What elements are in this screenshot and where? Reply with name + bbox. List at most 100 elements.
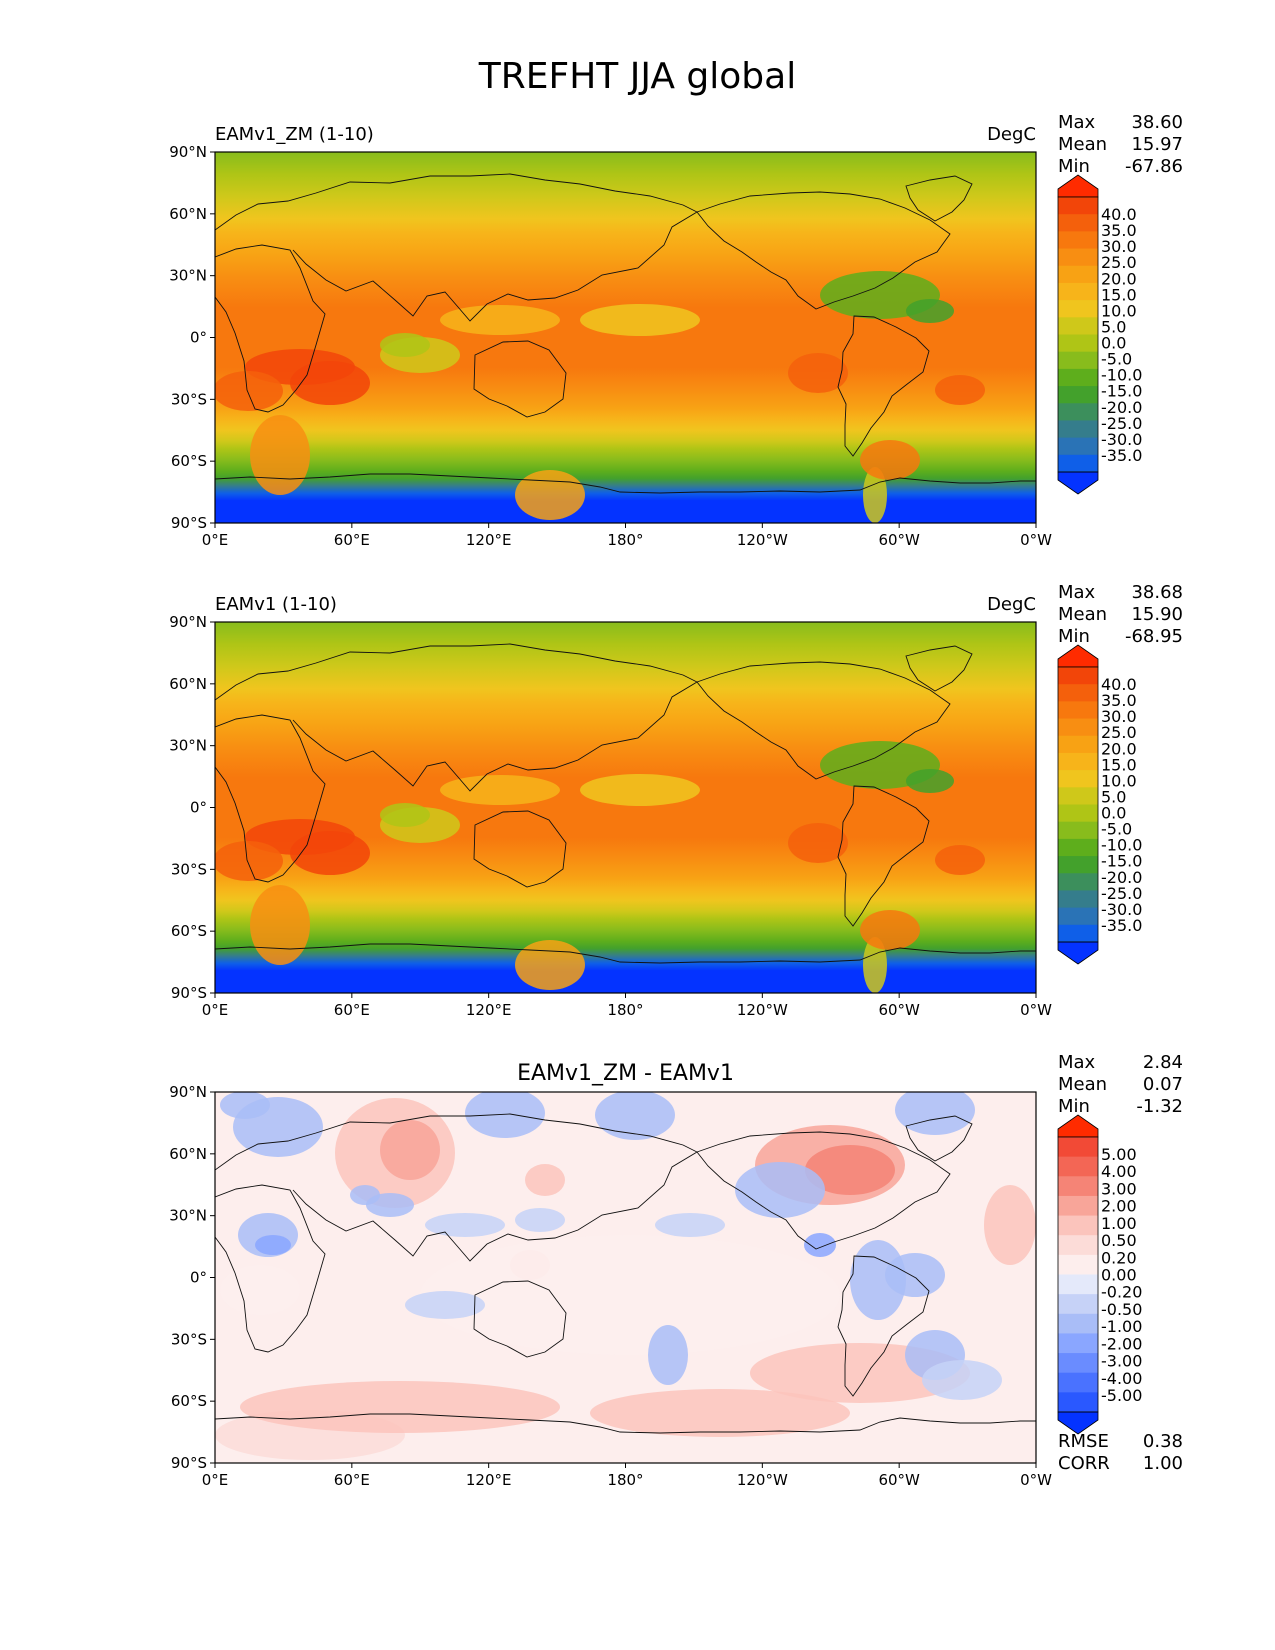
coastline <box>473 1280 567 1358</box>
panel-model-reference: 0°E 60°E 120°E 180° 120°W 60°W 0°W 90°N 60°N 30°N… <box>0 585 1275 1055</box>
colorbar-segment <box>1058 368 1098 387</box>
field-anomaly <box>788 823 848 863</box>
colorbar-segment <box>1058 300 1098 318</box>
colorbar-segment <box>1058 924 1098 943</box>
panel-left-title: EAMv1 (1-10) <box>215 594 337 615</box>
colorbar-segment <box>1058 1313 1098 1334</box>
figure-title: TREFHT JJA global <box>478 56 797 97</box>
field-anomaly <box>655 1213 725 1237</box>
colorbar-segment <box>1058 856 1098 874</box>
coastline <box>215 643 698 792</box>
x-tick-label: 0°E <box>202 1001 229 1019</box>
colorbar-segment <box>1058 420 1098 439</box>
y-tick-label: 0° <box>190 799 207 817</box>
field-anomaly <box>885 1253 945 1297</box>
field-anomaly <box>648 1325 688 1385</box>
colorbar-label: -30.0 <box>1101 430 1142 449</box>
colorbar-label: -15.0 <box>1101 382 1142 401</box>
colorbar-segment <box>1058 1392 1098 1413</box>
colorbar-label: -10.0 <box>1101 366 1142 385</box>
field-anomaly <box>515 1208 565 1232</box>
stat-label: Max <box>1058 1055 1096 1073</box>
colorbar-label: 35.0 <box>1101 691 1137 710</box>
x-tick-label: 60°W <box>878 1471 920 1489</box>
colorbar-label: 20.0 <box>1101 269 1137 288</box>
colorbar-label: 40.0 <box>1101 675 1137 694</box>
field-anomaly <box>895 1092 975 1135</box>
colorbar-segment <box>1058 804 1098 823</box>
colorbar-label: 0.00 <box>1101 1266 1137 1285</box>
coastlines <box>215 173 1036 494</box>
field-anomaly <box>240 1381 560 1433</box>
x-tick-label: 0°W <box>1020 1471 1052 1489</box>
coastline <box>215 1184 326 1353</box>
field-anomaly <box>440 775 560 805</box>
colorbar-segment <box>1058 752 1098 771</box>
x-tick-label: 120°W <box>737 531 788 549</box>
colorbar-label: 40.0 <box>1101 205 1137 224</box>
y-tick-label: 90°N <box>169 143 207 161</box>
colorbar-segment <box>1058 838 1098 857</box>
field-anomaly <box>580 774 700 806</box>
coastline <box>905 645 973 692</box>
stat-value: -67.86 <box>1125 156 1183 177</box>
coastline <box>696 1131 951 1250</box>
coastline <box>215 173 698 322</box>
stat-value: -68.95 <box>1125 626 1183 647</box>
colorbar-segment <box>1058 684 1098 702</box>
colorbar-segment <box>1058 1274 1098 1295</box>
colorbar-segment <box>1058 386 1098 404</box>
field-anomaly <box>425 1213 505 1237</box>
colorbar-label: 25.0 <box>1101 723 1137 742</box>
colorbar-segment <box>1058 873 1098 891</box>
coastlines <box>215 1113 1036 1434</box>
field-anomaly <box>984 1185 1036 1265</box>
y-tick-label: 60°N <box>169 675 207 693</box>
field-anomaly <box>735 1162 825 1218</box>
y-tick-label: 30°N <box>169 267 207 285</box>
coastline <box>837 315 930 457</box>
colorbar-label: -4.00 <box>1101 1369 1142 1388</box>
colorbar-segment <box>1058 214 1098 232</box>
colorbar-label: 5.00 <box>1101 1145 1137 1164</box>
coastline <box>215 943 1036 964</box>
colorbar-segment <box>1058 718 1098 737</box>
colorbar-label: 20.0 <box>1101 739 1137 758</box>
colorbar-segment <box>1058 1137 1098 1158</box>
colorbar-segment <box>1058 351 1098 370</box>
coastline <box>696 191 951 310</box>
colorbar-segment <box>1058 197 1098 215</box>
panel-units: DegC <box>987 594 1036 615</box>
colorbar-segment <box>1058 1353 1098 1374</box>
colorbar-label: -10.0 <box>1101 836 1142 855</box>
colorbar-segment <box>1058 454 1098 473</box>
colorbar-segment <box>1058 403 1098 421</box>
field-anomaly <box>515 470 585 520</box>
coastline <box>473 810 567 888</box>
y-tick-label: 60°S <box>171 922 207 940</box>
colorbar-segment <box>1058 437 1098 456</box>
colorbar-frame <box>1057 196 1099 473</box>
field-anomaly <box>215 371 283 411</box>
map-field <box>215 1092 1036 1463</box>
field-anomaly <box>405 1291 485 1319</box>
field-anomaly <box>906 769 954 793</box>
x-tick-label: 60°E <box>334 531 370 549</box>
colorbar-segment <box>1058 1372 1098 1393</box>
coastline <box>837 1255 930 1397</box>
colorbar <box>1057 1114 1099 1435</box>
coastline <box>905 1115 973 1162</box>
panel-chart: 0°E 60°E 120°E 180° 120°W 60°W 0°W 90°N 60°N 30°N… <box>169 585 1183 1019</box>
colorbar-extend-max <box>1057 644 1099 668</box>
x-tick-label: 120°W <box>737 1471 788 1489</box>
y-tick-label: 0° <box>190 1269 207 1287</box>
panel-model-zm: 0°E 60°E 120°E 180° 120°W 60°W 0°W 90°N 60°N 30°N… <box>0 115 1275 585</box>
field-anomaly <box>220 1265 300 1315</box>
x-tick-label: 0°E <box>202 531 229 549</box>
stat-label: CORR <box>1058 1453 1110 1474</box>
panel-chart: 0°E 60°E 120°E 180° 120°W 60°W 0°W 90°N 60°N 30°N… <box>169 115 1183 549</box>
colorbar-label: 5.0 <box>1101 787 1126 806</box>
stat-label: Mean <box>1058 134 1107 155</box>
field-anomaly <box>850 1240 906 1320</box>
y-tick-label: 30°N <box>169 737 207 755</box>
